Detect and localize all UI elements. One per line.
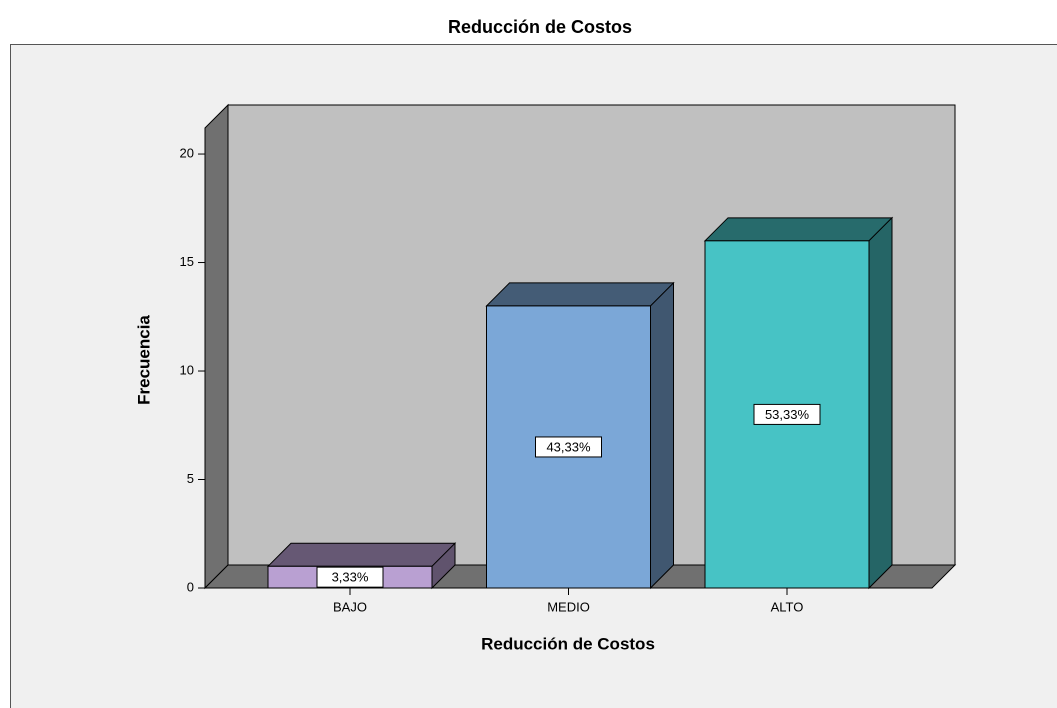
value-label: 53,33% [765, 407, 810, 422]
value-label: 43,33% [546, 439, 591, 454]
bar-top [485, 282, 675, 307]
y-tick-label: 0 [187, 579, 194, 594]
x-axis-title: Reducción de Costos [481, 634, 655, 653]
side-wall [204, 103, 229, 590]
x-tick-label: MEDIO [547, 599, 590, 614]
bar-top [703, 217, 894, 242]
y-axis-title: Frecuencia [134, 315, 153, 405]
y-tick-label: 15 [180, 254, 194, 269]
bar-side [650, 281, 674, 590]
y-tick-label: 10 [180, 362, 194, 377]
y-tick-label: 5 [187, 471, 194, 486]
y-tick-label: 20 [180, 145, 194, 160]
x-tick-label: BAJO [333, 599, 367, 614]
x-tick-label: ALTO [771, 599, 804, 614]
value-label: 3,33% [332, 570, 369, 585]
value-label-box [316, 566, 384, 588]
bar-side [868, 216, 893, 590]
value-label-box [753, 403, 821, 425]
bar-top [266, 542, 457, 567]
value-label-box [535, 436, 602, 458]
chart-title: Reducción de Costos [448, 17, 632, 37]
